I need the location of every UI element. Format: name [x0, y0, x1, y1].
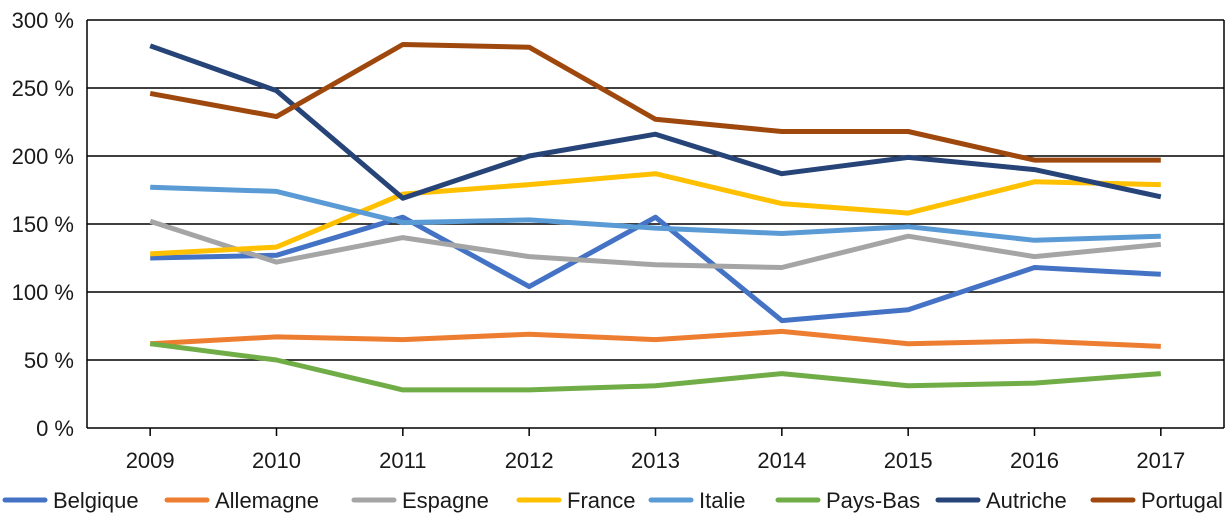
legend-label: Espagne [402, 488, 489, 513]
series-line-belgique [150, 214, 1161, 324]
y-tick-label: 250 % [12, 76, 74, 101]
y-axis-tick-labels: 0 % 50 % 100 % 150 % 200 % 250 % 300 % [12, 8, 74, 441]
x-tick-label: 2017 [1136, 448, 1185, 473]
series-line-italie [150, 184, 1161, 243]
legend-item-france: France [516, 488, 635, 513]
series-line-portugal [149, 42, 1161, 163]
legend-item-portugal: Portugal [1090, 488, 1223, 513]
y-tick-label: 100 % [12, 280, 74, 305]
legend-label: Portugal [1141, 488, 1223, 513]
legend-label: France [567, 488, 635, 513]
legend-item-pays-bas: Pays-Bas [775, 488, 920, 513]
series-line-espagne [149, 218, 1162, 270]
x-axis: 2009 2010 2011 2012 2013 2014 2015 2016 2017 [126, 428, 1185, 473]
legend: Belgique Allemagne Espagne France Italie Pays… [2, 488, 1223, 513]
series-line-pays-bas [149, 341, 1161, 393]
x-tick-label: 2011 [379, 448, 426, 473]
legend-label: Belgique [53, 488, 139, 513]
legend-item-italie: Italie [648, 488, 745, 513]
y-tick-label: 50 % [24, 348, 74, 373]
legend-item-allemagne: Allemagne [164, 488, 319, 513]
x-tick-label: 2016 [1010, 448, 1059, 473]
gridlines [86, 19, 1225, 429]
y-tick-label: 200 % [12, 144, 74, 169]
x-tick-label: 2010 [252, 448, 301, 473]
y-tick-label: 150 % [12, 212, 74, 237]
x-tick-label: 2014 [757, 448, 806, 473]
y-tick-label: 0 % [36, 416, 74, 441]
x-tick-label: 2015 [884, 448, 933, 473]
legend-label: Italie [699, 488, 745, 513]
series-line-france [150, 171, 1161, 257]
x-tick-label: 2012 [505, 448, 554, 473]
legend-label: Autriche [986, 488, 1067, 513]
series-lines [149, 42, 1162, 393]
legend-item-belgique: Belgique [2, 488, 139, 513]
series-line-autriche [149, 43, 1162, 201]
legend-label: Pays-Bas [826, 488, 920, 513]
x-tick-label: 2013 [631, 448, 680, 473]
legend-item-espagne: Espagne [351, 488, 489, 513]
series-line-allemagne [150, 328, 1161, 349]
legend-item-autriche: Autriche [935, 488, 1067, 513]
x-tick-label: 2009 [126, 448, 175, 473]
y-tick-label: 300 % [12, 8, 74, 33]
legend-label: Allemagne [215, 488, 319, 513]
